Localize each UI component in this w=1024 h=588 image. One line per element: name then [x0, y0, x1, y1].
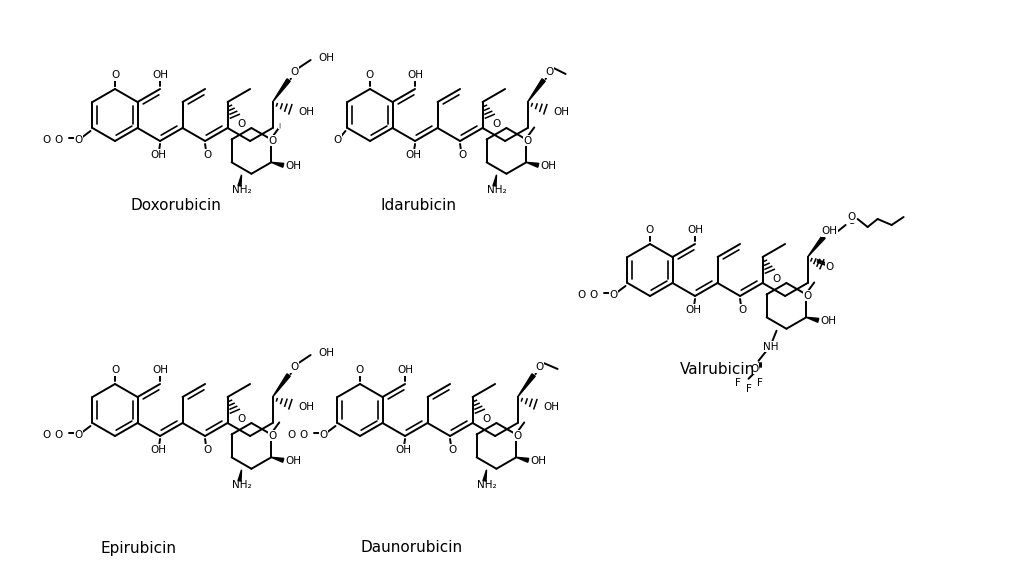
- Text: NH: NH: [763, 342, 778, 352]
- Text: OH: OH: [152, 70, 168, 80]
- Text: O: O: [804, 290, 812, 300]
- Text: O: O: [772, 274, 781, 284]
- Text: OH: OH: [554, 107, 569, 117]
- Polygon shape: [493, 175, 497, 186]
- Text: O: O: [514, 430, 522, 440]
- Text: O: O: [334, 135, 342, 145]
- Text: O: O: [825, 262, 834, 272]
- Text: OH: OH: [820, 316, 837, 326]
- Text: OH: OH: [318, 348, 335, 358]
- Text: O: O: [848, 212, 856, 222]
- Polygon shape: [238, 470, 242, 481]
- Text: OH: OH: [299, 107, 314, 117]
- Text: O: O: [458, 150, 466, 160]
- Text: O: O: [238, 414, 246, 424]
- Text: O: O: [356, 365, 365, 375]
- Polygon shape: [271, 162, 284, 167]
- Polygon shape: [808, 236, 825, 257]
- Text: O: O: [203, 445, 211, 455]
- Text: O: O: [291, 67, 299, 77]
- Text: NH₂: NH₂: [477, 480, 497, 490]
- Text: O: O: [54, 430, 62, 440]
- Text: OH: OH: [151, 150, 166, 160]
- Text: O: O: [546, 67, 554, 77]
- Text: O: O: [42, 430, 50, 440]
- Text: F: F: [734, 377, 740, 387]
- Text: F: F: [757, 377, 763, 387]
- Text: O: O: [738, 305, 746, 315]
- Polygon shape: [526, 162, 539, 167]
- Text: F: F: [745, 384, 752, 394]
- Text: O: O: [589, 290, 597, 300]
- Text: OH: OH: [286, 456, 301, 466]
- Polygon shape: [272, 79, 290, 102]
- Text: NH₂: NH₂: [231, 185, 251, 195]
- Text: OH: OH: [821, 226, 838, 236]
- Text: Doxorubicin: Doxorubicin: [130, 198, 221, 212]
- Text: OH: OH: [406, 150, 421, 160]
- Text: O: O: [493, 119, 501, 129]
- Text: O: O: [848, 216, 856, 226]
- Text: Epirubicin: Epirubicin: [100, 540, 176, 556]
- Text: OH: OH: [318, 53, 335, 63]
- Text: O: O: [111, 365, 119, 375]
- Text: OH: OH: [299, 402, 314, 412]
- Polygon shape: [527, 79, 545, 102]
- Text: OH: OH: [685, 305, 701, 315]
- Text: O: O: [238, 119, 246, 129]
- Text: NH₂: NH₂: [231, 480, 251, 490]
- Text: O: O: [268, 136, 276, 146]
- Polygon shape: [517, 374, 536, 397]
- Text: O: O: [366, 70, 374, 80]
- Text: O: O: [447, 445, 456, 455]
- Text: Idarubicin: Idarubicin: [380, 198, 456, 212]
- Text: O: O: [319, 430, 328, 440]
- Text: O: O: [75, 135, 83, 145]
- Text: O: O: [111, 70, 119, 80]
- Text: OH: OH: [397, 365, 413, 375]
- Text: O: O: [751, 364, 759, 374]
- Text: O: O: [646, 225, 654, 235]
- Text: OH: OH: [151, 445, 166, 455]
- Text: OH: OH: [530, 456, 546, 466]
- Text: O: O: [288, 430, 296, 440]
- Text: OH: OH: [687, 225, 703, 235]
- Text: O: O: [203, 150, 211, 160]
- Text: O: O: [42, 135, 50, 145]
- Text: O: O: [268, 430, 276, 440]
- Text: NH₂: NH₂: [486, 185, 506, 195]
- Text: O: O: [299, 430, 307, 440]
- Text: O: O: [523, 136, 531, 146]
- Polygon shape: [271, 457, 284, 462]
- Polygon shape: [806, 318, 819, 322]
- Text: O: O: [75, 430, 83, 440]
- Polygon shape: [516, 457, 528, 462]
- Text: O: O: [578, 290, 586, 300]
- Text: OH: OH: [286, 161, 301, 171]
- Text: Valrubicin: Valrubicin: [680, 362, 756, 377]
- Text: O: O: [482, 414, 490, 424]
- Text: O: O: [291, 362, 299, 372]
- Text: O: O: [536, 362, 544, 372]
- Text: O: O: [609, 290, 617, 300]
- Text: OH: OH: [541, 161, 556, 171]
- Text: |: |: [279, 123, 281, 128]
- Text: Daunorubicin: Daunorubicin: [360, 540, 462, 556]
- Text: O: O: [111, 70, 119, 80]
- Text: OH: OH: [407, 70, 423, 80]
- Text: OH: OH: [395, 445, 411, 455]
- Polygon shape: [238, 175, 242, 186]
- Polygon shape: [272, 374, 290, 397]
- Text: OH: OH: [544, 402, 560, 412]
- Text: O: O: [54, 135, 62, 145]
- Text: OH: OH: [152, 365, 168, 375]
- Polygon shape: [483, 470, 486, 481]
